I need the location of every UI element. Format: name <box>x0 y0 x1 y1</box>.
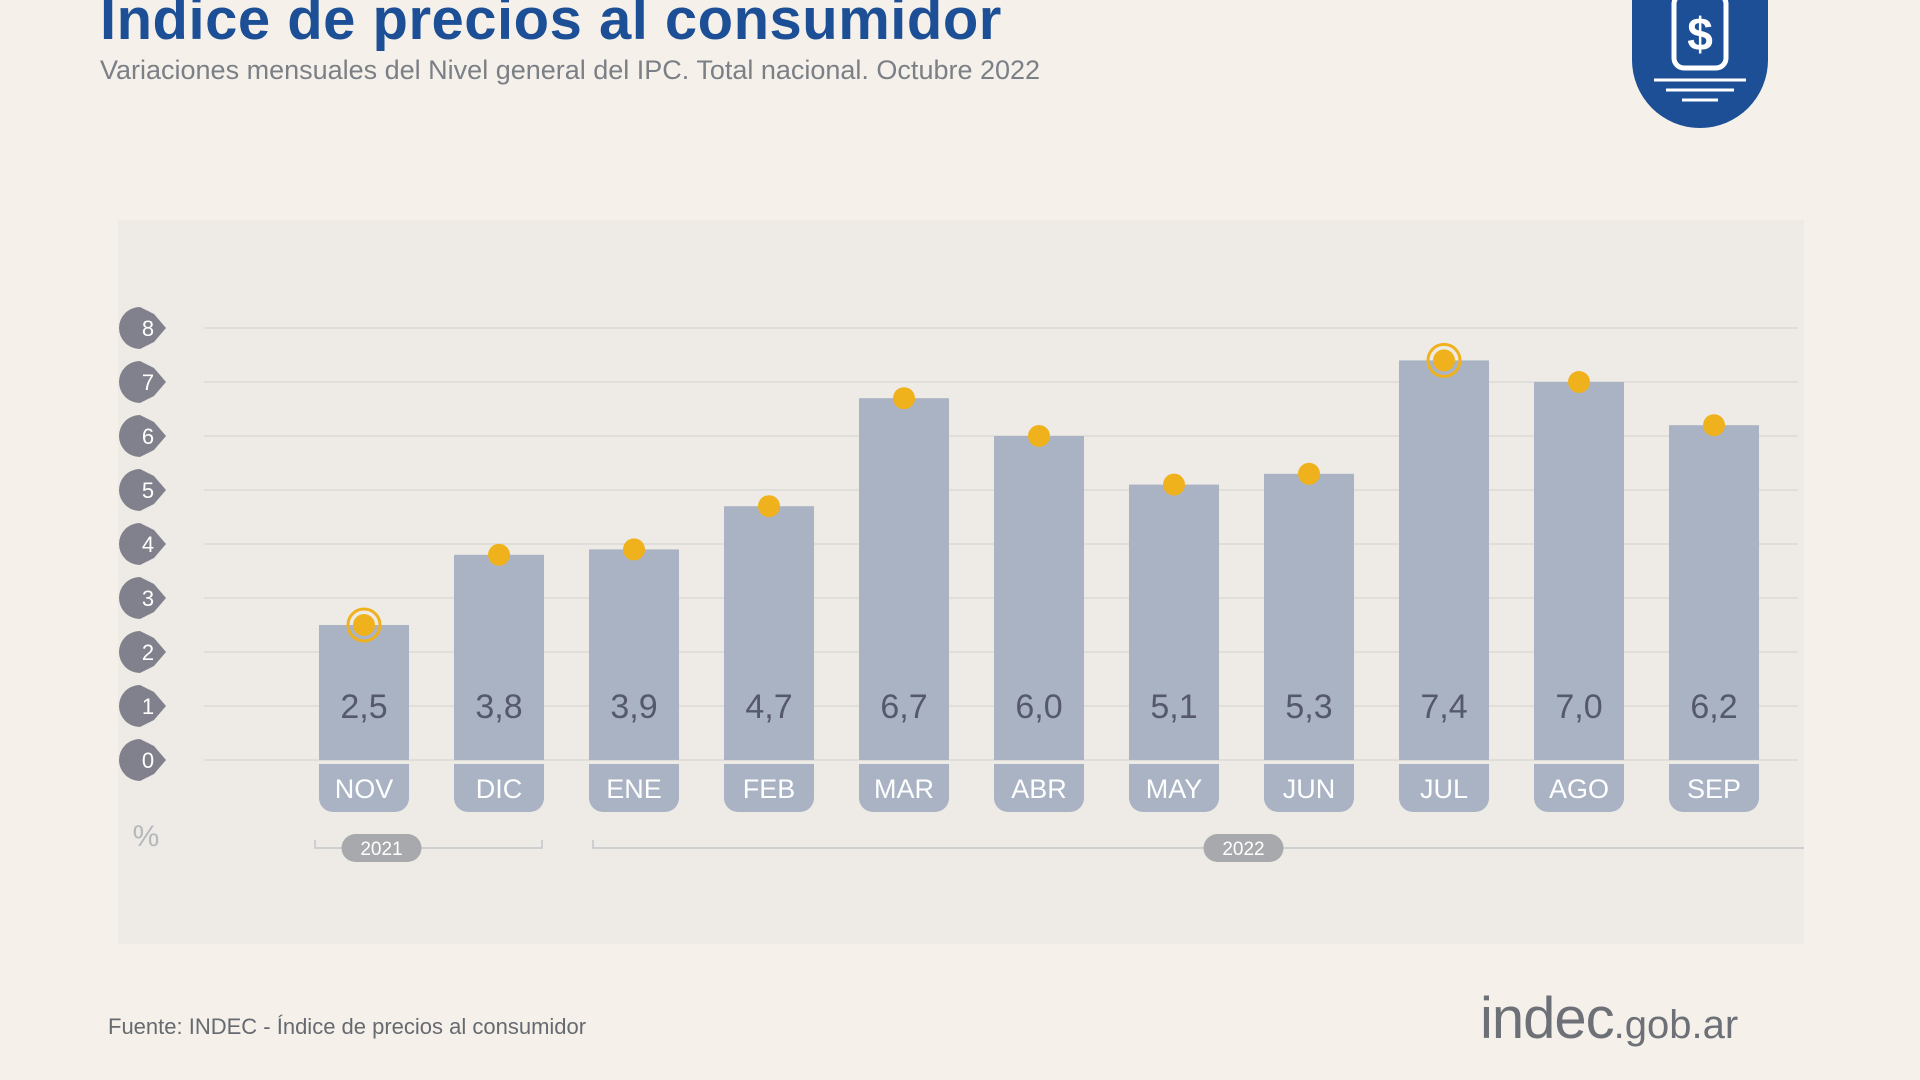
y-tick-label: 2 <box>142 640 154 665</box>
y-tick-badge <box>119 361 166 403</box>
category-pill <box>1264 764 1354 812</box>
year-label: 2022 <box>1222 839 1264 860</box>
bar <box>589 549 679 760</box>
y-tick-badge <box>119 523 166 565</box>
data-point <box>1163 473 1185 496</box>
category-label: NOV <box>335 774 394 804</box>
data-label: 4,7 <box>745 688 792 726</box>
y-tick-badge <box>119 307 166 349</box>
data-point <box>1433 349 1455 372</box>
y-tick-badge <box>119 739 166 781</box>
data-label: 2,5 <box>340 688 387 726</box>
category-label: JUL <box>1420 774 1468 804</box>
data-label: 5,1 <box>1150 688 1197 726</box>
y-tick-label: 3 <box>142 586 154 611</box>
data-point <box>1028 425 1050 447</box>
year-bracket <box>592 840 1804 849</box>
data-point <box>623 538 645 561</box>
data-label: 7,4 <box>1420 688 1467 726</box>
y-tick-badge <box>119 469 166 511</box>
data-point <box>353 614 375 636</box>
category-pill <box>589 764 679 812</box>
category-label: MAY <box>1146 774 1203 804</box>
y-tick-label: 0 <box>142 748 154 773</box>
bar <box>1264 473 1354 760</box>
year-bracket <box>314 840 543 849</box>
bar <box>859 398 949 760</box>
bar <box>1534 382 1624 760</box>
bar <box>994 436 1084 760</box>
y-tick-label: 8 <box>142 316 154 341</box>
category-label: ABR <box>1011 774 1067 804</box>
data-point <box>758 495 780 518</box>
y-tick-badge <box>119 631 166 673</box>
data-label: 3,8 <box>475 688 522 726</box>
data-label: 3,9 <box>610 688 657 726</box>
category-label: DIC <box>476 774 523 804</box>
header-badge: $ <box>1632 0 1768 128</box>
y-tick-badge <box>119 685 166 727</box>
bar <box>1399 360 1489 760</box>
data-label: 6,0 <box>1015 688 1062 726</box>
y-tick-label: 5 <box>142 478 154 503</box>
category-label: FEB <box>743 774 796 804</box>
y-tick-badge <box>119 415 166 457</box>
y-axis-unit: % <box>133 820 160 853</box>
source-note: Fuente: INDEC - Índice de precios al con… <box>108 1014 587 1039</box>
data-point-ring <box>1426 342 1462 378</box>
data-label: 5,3 <box>1285 688 1332 726</box>
svg-text:$: $ <box>1687 8 1713 60</box>
year-badge <box>341 834 422 862</box>
data-point <box>1703 414 1725 437</box>
data-point-ring <box>346 607 382 643</box>
year-label: 2021 <box>360 839 402 860</box>
bar <box>319 625 409 760</box>
data-label: 6,7 <box>880 688 927 726</box>
bar <box>724 506 814 760</box>
data-label: 6,2 <box>1690 688 1737 726</box>
category-pill <box>1129 764 1219 812</box>
page-subtitle: Variaciones mensuales del Nivel general … <box>100 55 1041 85</box>
category-label: ENE <box>606 774 662 804</box>
category-pill <box>724 764 814 812</box>
bar <box>1669 425 1759 760</box>
y-tick-label: 7 <box>142 370 154 395</box>
category-label: MAR <box>874 774 934 804</box>
y-tick-badge <box>119 577 166 619</box>
category-label: JUN <box>1283 774 1336 804</box>
bar-chart: 0 1 2 3 4 5 6 7 8 NOV 2,5 DIC 3,8 ENE 3,9 FEB 4,7 MAR 6,7 A… <box>119 307 1804 862</box>
logo-main: indec <box>1480 986 1615 1051</box>
data-point <box>488 543 510 566</box>
category-pill <box>1534 764 1624 812</box>
category-label: AGO <box>1549 774 1609 804</box>
data-point <box>1298 462 1320 485</box>
category-pill <box>994 764 1084 812</box>
category-pill <box>859 764 949 812</box>
data-label: 7,0 <box>1555 688 1602 726</box>
y-tick-label: 6 <box>142 424 154 449</box>
page-title: Indice de precios al consumidor <box>100 0 1002 52</box>
category-pill <box>1399 764 1489 812</box>
year-badge <box>1203 834 1284 862</box>
y-tick-label: 1 <box>142 694 154 719</box>
category-pill <box>319 764 409 812</box>
bar <box>1129 484 1219 760</box>
category-pill <box>454 764 544 812</box>
chart-panel: 0 1 2 3 4 5 6 7 8 NOV 2,5 DIC 3,8 ENE 3,9 FEB 4,7 MAR 6,7 A… <box>118 220 1804 944</box>
data-point <box>893 387 915 410</box>
logo-tld: .gob.ar <box>1613 1003 1739 1047</box>
y-tick-label: 4 <box>142 532 154 557</box>
data-point <box>1568 371 1590 393</box>
dollar-phone-icon: $ <box>1654 0 1746 102</box>
bar <box>454 554 544 760</box>
indec-logo[interactable]: indec.gob.ar <box>1480 985 1738 1052</box>
category-label: SEP <box>1687 774 1741 804</box>
category-pill <box>1669 764 1759 812</box>
